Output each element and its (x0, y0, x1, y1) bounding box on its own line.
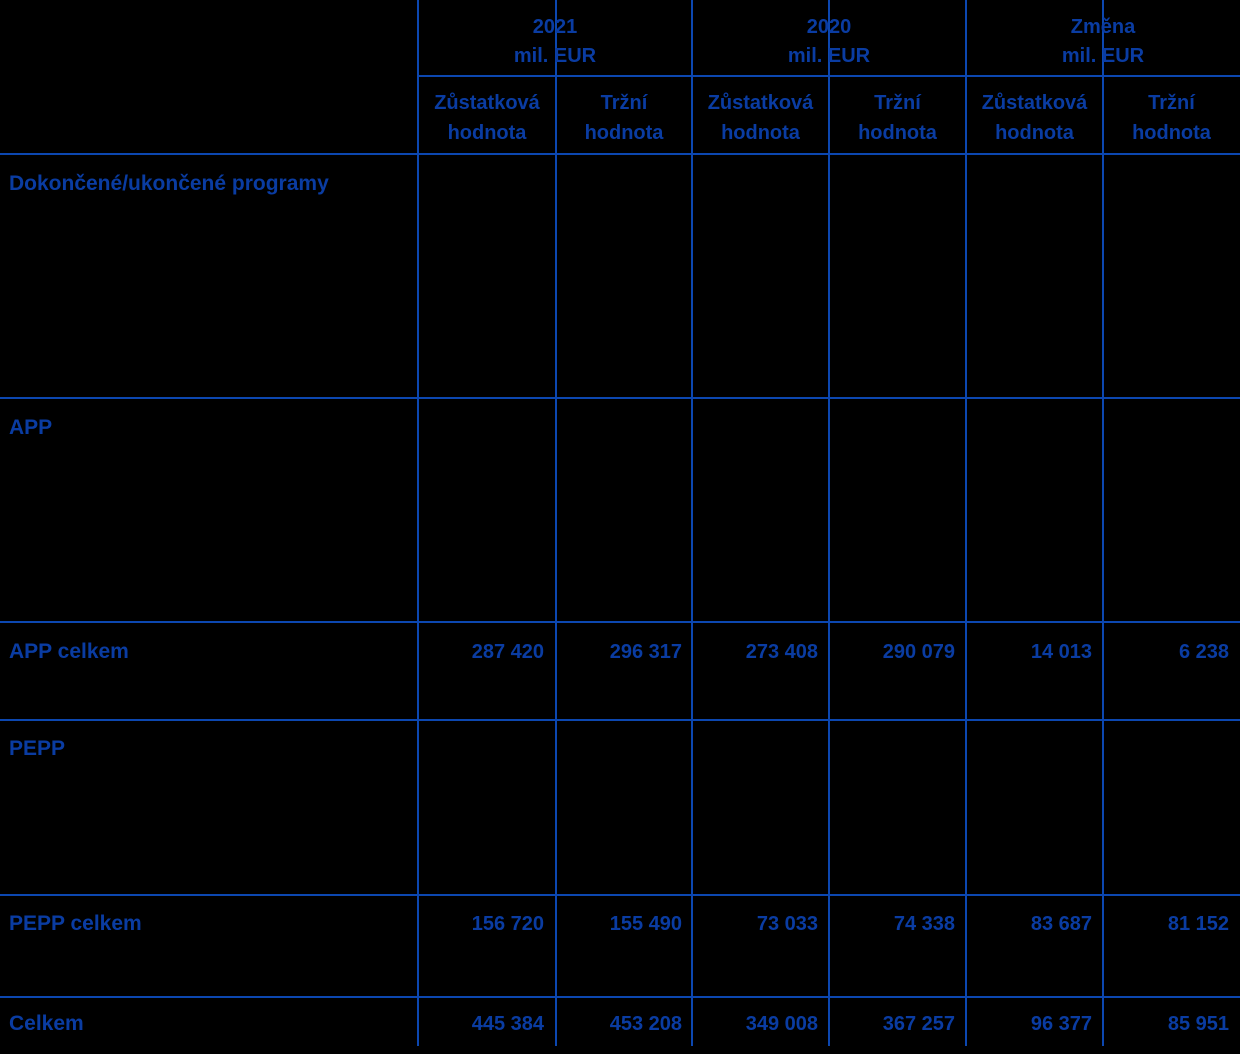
value-cell: 367 257 (882, 1013, 955, 1035)
grid-vline (691, 0, 693, 1046)
row-label-app: APP (9, 416, 53, 439)
column-group-period: 2020 (806, 16, 852, 38)
column-group-header-2021: 2021 mil. EUR (418, 13, 692, 71)
row-label-app-total: APP celkem (9, 640, 129, 663)
value-cell: 74 338 (893, 913, 955, 935)
value-cell: 156 720 (471, 913, 544, 935)
column-group-unit: mil. EUR (513, 45, 597, 67)
column-header: Tržní hodnota (1132, 92, 1211, 144)
value-cell: 290 079 (882, 641, 955, 663)
value-cell: 287 420 (471, 641, 544, 663)
value-cell: 453 208 (609, 1013, 682, 1035)
value-cell: 296 317 (609, 641, 682, 663)
value-cell: 81 152 (1167, 913, 1229, 935)
column-group-header-change: Změna mil. EUR (966, 13, 1240, 71)
column-group-period: 2021 (532, 16, 578, 38)
value-cell: 6 238 (1178, 641, 1229, 663)
row-label-completed-programmes: Dokončené/ukončené programy (9, 172, 329, 195)
value-cell: 14 013 (1030, 641, 1092, 663)
column-group-unit: mil. EUR (1061, 45, 1145, 67)
grid-hline (0, 894, 1240, 896)
column-group-period: Změna (1070, 16, 1136, 38)
value-cell: 349 008 (745, 1013, 818, 1035)
grid-vline (1102, 0, 1104, 1046)
column-header: Tržní hodnota (584, 92, 664, 144)
grid-hline (418, 75, 1240, 77)
value-cell: 85 951 (1167, 1013, 1229, 1035)
value-cell: 445 384 (471, 1013, 544, 1035)
row-label-pepp: PEPP (9, 737, 66, 760)
grid-hline (0, 153, 1240, 155)
row-label-pepp-total: PEPP celkem (9, 912, 142, 935)
grid-hline (0, 996, 1240, 998)
grid-hline (0, 719, 1240, 721)
value-cell: 155 490 (609, 913, 682, 935)
grid-vline (555, 0, 557, 1046)
column-group-header-2020: 2020 mil. EUR (692, 13, 966, 71)
value-cell: 96 377 (1030, 1013, 1092, 1035)
grid-hline (0, 621, 1240, 623)
column-header: Zůstatková hodnota (981, 92, 1088, 144)
value-cell: 83 687 (1030, 913, 1092, 935)
grid-vline (417, 0, 419, 1046)
row-label-grand-total: Celkem (9, 1012, 84, 1035)
column-header: Zůstatková hodnota (434, 92, 540, 144)
value-cell: 73 033 (756, 913, 818, 935)
column-header: Zůstatková hodnota (707, 92, 814, 144)
column-group-unit: mil. EUR (787, 45, 871, 67)
value-cell: 273 408 (745, 641, 818, 663)
grid-vline (965, 0, 967, 1046)
grid-vline (828, 0, 830, 1046)
grid-hline (0, 397, 1240, 399)
column-header: Tržní hodnota (858, 92, 937, 144)
